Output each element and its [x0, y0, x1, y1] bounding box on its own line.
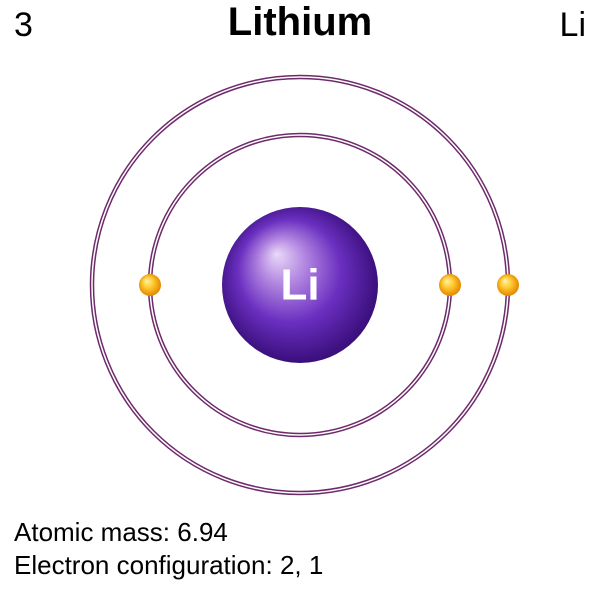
electron: [497, 274, 519, 296]
atom-diagram: Li: [50, 35, 550, 535]
electron-config-label: Electron configuration:: [14, 550, 273, 580]
atom-svg: Li: [50, 35, 550, 535]
electron: [139, 274, 161, 296]
atomic-mass-label: Atomic mass:: [14, 517, 170, 547]
atomic-mass-value: 6.94: [177, 517, 228, 547]
element-symbol: Li: [560, 6, 586, 45]
electron: [439, 274, 461, 296]
nucleus-label: Li: [280, 261, 319, 310]
electron-config-value: 2, 1: [280, 550, 323, 580]
electron-config-row: Electron configuration: 2, 1: [14, 549, 323, 582]
atomic-mass-row: Atomic mass: 6.94: [14, 516, 323, 549]
footer: Atomic mass: 6.94 Electron configuration…: [14, 516, 323, 581]
